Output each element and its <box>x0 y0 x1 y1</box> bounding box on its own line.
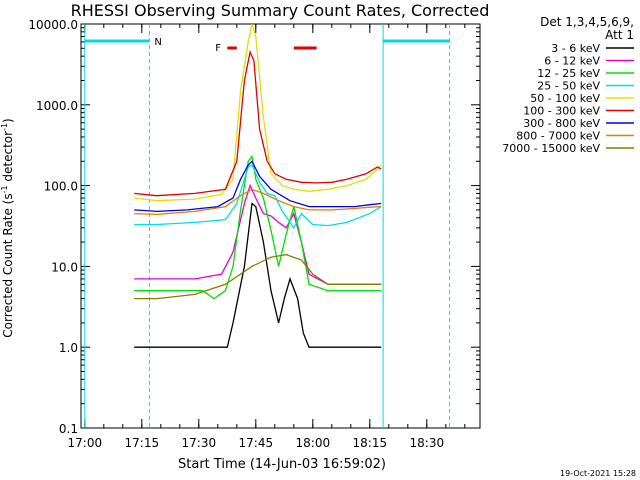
chart-title: RHESSI Observing Summary Count Rates, Co… <box>71 1 490 20</box>
y-tick-label: 1.0 <box>59 341 78 355</box>
legend-header: Det 1,3,4,5,6,9, Att 1 <box>540 15 634 42</box>
x-tick-label: 17:45 <box>239 436 274 450</box>
legend-label-4: 25 - 50 keV <box>537 80 600 93</box>
series-line-1 <box>134 202 382 348</box>
x-axis-label: Start Time (14-Jun-03 16:59:02) <box>178 457 386 472</box>
legend-header-line1: Det 1,3,4,5,6,9, <box>540 15 634 29</box>
series-line-8 <box>134 188 382 216</box>
series-line-7 <box>134 160 382 213</box>
y-axis-label-text: Corrected Count Rate (s-1 detector-1) <box>0 118 15 337</box>
series-line-5 <box>134 24 382 202</box>
plot-frame <box>80 23 481 429</box>
legend-label-6: 100 - 300 keV <box>523 105 600 118</box>
flare-marker-label: F <box>215 43 221 54</box>
x-tick-label: 18:30 <box>410 436 445 450</box>
x-tick-label: 18:15 <box>353 436 388 450</box>
y-tick-label: 1000.0 <box>36 99 78 113</box>
x-tick-label: 18:00 <box>296 436 331 450</box>
legend-header-line2: Att 1 <box>605 28 634 42</box>
series-line-3 <box>134 154 382 300</box>
x-tick-label: 17:15 <box>125 436 160 450</box>
legend-label-2: 6 - 12 keV <box>544 55 600 68</box>
y-axis-label: Corrected Count Rate (s-1 detector-1) <box>0 118 15 337</box>
generation-timestamp: 19-Oct-2021 15:28 <box>560 469 636 478</box>
legend-label-1: 3 - 6 keV <box>551 42 600 55</box>
y-tick-label: 10.0 <box>51 260 78 274</box>
series-line-6 <box>134 49 382 197</box>
segment-marker-label: N <box>154 37 161 48</box>
y-tick-label: 0.1 <box>59 422 78 436</box>
y-tick-label: 100.0 <box>44 180 78 194</box>
x-tick-label: 17:30 <box>182 436 217 450</box>
y-tick-label: 10000.0 <box>28 18 78 32</box>
series-line-9 <box>134 253 382 300</box>
legend-label-9: 7000 - 15000 keV <box>502 142 600 155</box>
series-line-4 <box>134 164 382 230</box>
legend-label-7: 300 - 800 keV <box>523 117 600 130</box>
legend-label-8: 800 - 7000 keV <box>516 130 600 143</box>
legend-label-5: 50 - 100 keV <box>530 92 600 105</box>
legend-label-3: 12 - 25 keV <box>537 67 600 80</box>
plot-area: 0.1 1.0 10.0 100.0 1000.0 10000.0 17:00 17:15 17… <box>28 18 481 450</box>
x-tick-label: 17:00 <box>68 436 103 450</box>
